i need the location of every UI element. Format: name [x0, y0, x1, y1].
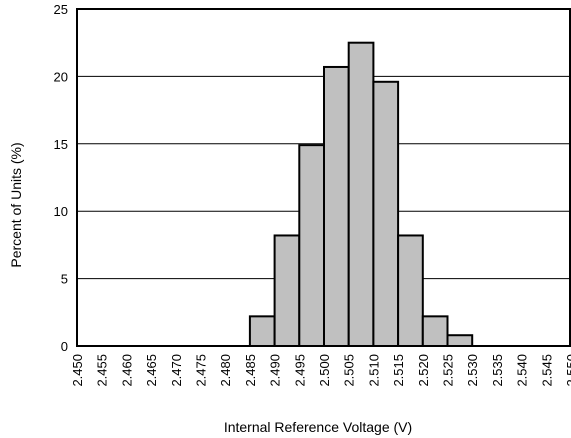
x-tick-label: 2.495 — [292, 354, 307, 387]
x-tick-label: 2.480 — [218, 354, 233, 387]
x-tick-label: 2.535 — [490, 354, 505, 387]
x-tick-label: 2.490 — [268, 354, 283, 387]
plot-frame — [76, 8, 571, 347]
x-tick-label: 2.510 — [366, 354, 381, 387]
x-tick-label: 2.475 — [194, 354, 209, 387]
x-tick-label: 2.545 — [539, 354, 554, 387]
x-tick-label: 2.465 — [144, 354, 159, 387]
x-tick-label: 2.455 — [95, 354, 110, 387]
y-tick-label: 5 — [61, 272, 68, 287]
y-axis-ticks: 0 5 10 15 20 25 — [54, 2, 68, 354]
bar-2.510 — [372, 80, 400, 348]
x-tick-label: 2.520 — [416, 354, 431, 387]
x-tick-label: 2.505 — [342, 354, 357, 387]
bar-2.515 — [397, 234, 424, 348]
y-tick-label: 20 — [54, 69, 68, 84]
x-tick-label: 2.540 — [515, 354, 530, 387]
x-tick-label: 2.530 — [465, 354, 480, 387]
bar-2.525 — [446, 334, 474, 348]
y-axis-label: Percent of Units (%) — [8, 142, 24, 267]
bar-2.520 — [421, 315, 449, 347]
bar-2.495 — [298, 144, 325, 347]
x-tick-label: 2.485 — [243, 354, 258, 387]
x-axis-label: Internal Reference Voltage (V) — [224, 419, 412, 435]
y-tick-label: 0 — [61, 339, 68, 354]
y-tick-label: 15 — [54, 137, 68, 152]
x-tick-label: 2.500 — [317, 354, 332, 387]
bar-2.500 — [323, 65, 350, 348]
y-tick-label: 10 — [54, 204, 68, 219]
x-tick-label: 2.550 — [564, 354, 571, 387]
bar-2.505 — [347, 41, 375, 347]
bar-2.485 — [248, 315, 276, 347]
x-tick-label: 2.525 — [441, 354, 456, 387]
x-axis-ticks: 2.450 2.455 2.460 2.465 2.470 2.475 2.480 2.485… — [70, 354, 571, 387]
y-tick-label: 25 — [54, 2, 68, 17]
x-tick-label: 2.450 — [70, 354, 85, 387]
x-tick-label: 2.460 — [119, 354, 134, 387]
bar-2.490 — [273, 234, 301, 348]
x-tick-label: 2.515 — [391, 354, 406, 387]
bars — [248, 41, 474, 348]
x-tick-label: 2.470 — [169, 354, 184, 387]
